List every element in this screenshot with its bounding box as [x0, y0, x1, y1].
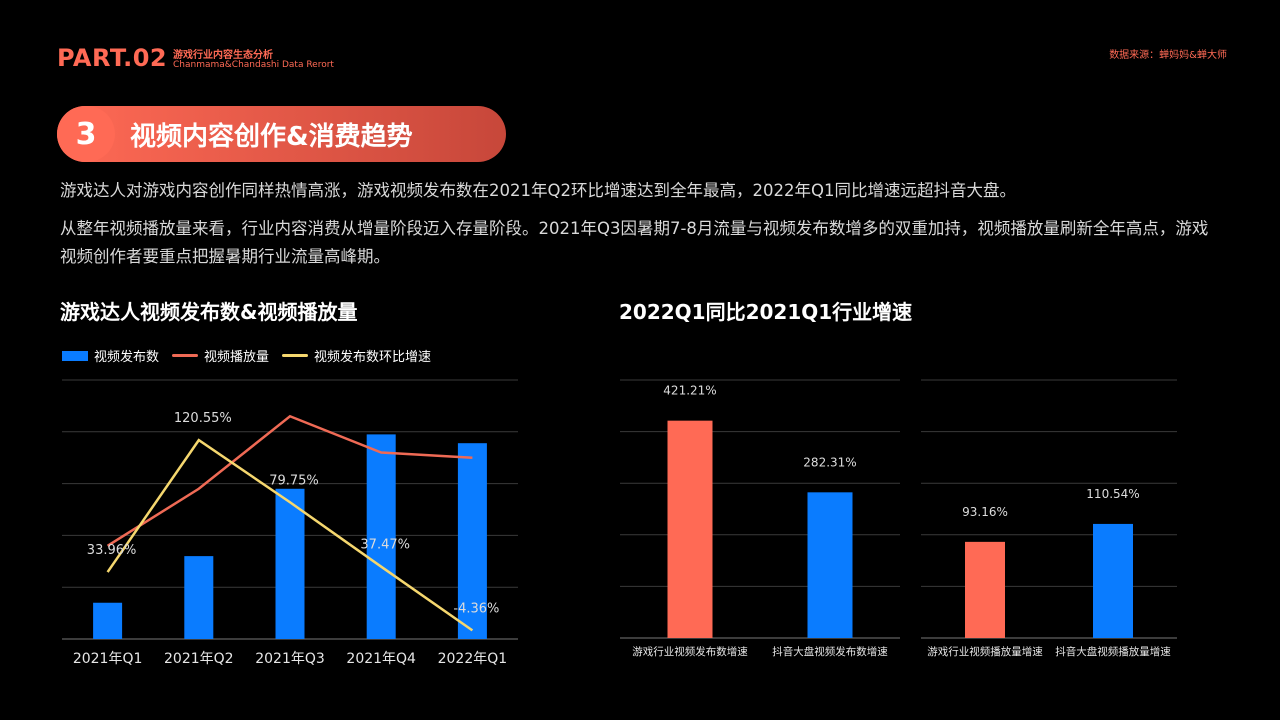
- legend-item-bars: 视频发布数: [62, 346, 159, 365]
- x-tick-label: 2021年Q1: [73, 651, 143, 667]
- bar-video-posts: [457, 443, 487, 639]
- growth-data-label: 79.75%: [269, 473, 319, 488]
- growth-data-label: 33.96%: [87, 543, 137, 558]
- left-chart-title: 游戏达人视频发布数&视频播放量: [60, 300, 358, 324]
- legend-label: 视频发布数: [94, 350, 160, 365]
- growth-data-label: 37.47%: [360, 538, 410, 553]
- part-label: PART.02: [57, 44, 168, 72]
- x-tick-label: 2021年Q4: [346, 651, 416, 667]
- x-tick-label: 2022年Q1: [438, 651, 508, 667]
- bar-growth-compare: [965, 541, 1005, 638]
- legend-swatch-red-line: [172, 354, 199, 357]
- paragraph-2: 从整年视频播放量来看，行业内容消费从增量阶段迈入存量阶段。2021年Q3因暑期7…: [60, 219, 1209, 266]
- section-banner: [57, 106, 506, 162]
- x-tick-label: 2021年Q3: [255, 651, 325, 667]
- line-video-views: [106, 414, 473, 547]
- bar-value-label: 110.54%: [1086, 487, 1139, 501]
- bar-video-posts: [275, 488, 305, 639]
- legend-label: 视频播放量: [204, 350, 270, 365]
- bar-video-posts: [184, 556, 214, 639]
- bar-growth-compare: [807, 492, 853, 638]
- x-tick-label: 抖音大盘视频播放量增速: [1055, 645, 1171, 658]
- legend-item-growth: 视频发布数环比增速: [282, 346, 431, 365]
- bar-video-posts: [366, 434, 396, 639]
- growth-data-label: 120.55%: [174, 411, 232, 426]
- legend-swatch-blue: [62, 350, 88, 361]
- bar-value-label: 93.16%: [962, 505, 1008, 519]
- legend-label: 视频发布数环比增速: [314, 350, 432, 365]
- left-chart-legend: 视频发布数 视频播放量 视频发布数环比增速: [62, 346, 444, 365]
- paragraph-1: 游戏达人对游戏内容创作同样热情高涨，游戏视频发布数在2021年Q2环比增速达到全…: [60, 181, 1016, 200]
- bar-video-posts: [93, 602, 123, 639]
- x-tick-label: 抖音大盘视频发布数增速: [772, 645, 888, 658]
- right-chart-title: 2022Q1同比2021Q1行业增速: [619, 300, 913, 324]
- legend-item-views: 视频播放量: [172, 346, 269, 365]
- section-title: 视频内容创作&消费趋势: [130, 122, 413, 152]
- bar-growth-compare: [667, 420, 713, 638]
- section-subtitle-en: Chanmama&Chandashi Data Rerort: [173, 60, 334, 70]
- line-growth-rate: [106, 438, 474, 632]
- bar-value-label: 421.21%: [663, 384, 716, 398]
- x-tick-label: 游戏行业视频发布数增速: [632, 645, 748, 658]
- growth-data-label: -4.36%: [453, 601, 499, 616]
- x-tick-label: 游戏行业视频播放量增速: [927, 645, 1043, 658]
- bar-growth-compare: [1093, 523, 1133, 638]
- bar-value-label: 282.31%: [803, 455, 856, 469]
- section-subtitle-cn: 游戏行业内容生态分析: [173, 50, 273, 61]
- x-tick-label: 2021年Q2: [164, 651, 234, 667]
- data-source: 数据来源：蝉妈妈&蝉大师: [1109, 50, 1227, 61]
- section-number-badge: 3: [57, 106, 115, 162]
- legend-swatch-yellow-line: [282, 354, 309, 357]
